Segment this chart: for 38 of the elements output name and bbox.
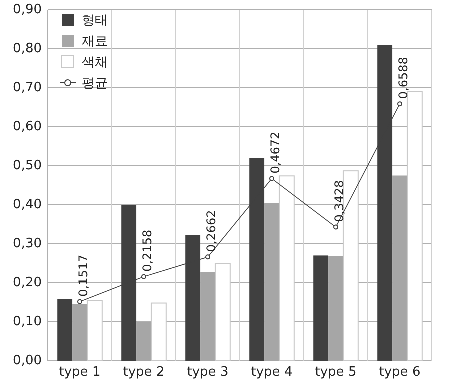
bar [150,302,167,362]
point [270,176,274,182]
y-tick-label: 0,10 [13,314,42,330]
data-label: 0,6588 [396,57,410,100]
y-tick-label: 0,90 [13,2,42,18]
legend-label: 재료 [82,34,108,50]
legend-label: 평균 [82,76,108,92]
point [78,299,82,304]
point [142,274,146,280]
y-tick-label: 0,40 [13,198,42,213]
x-tick-label: type 6 [379,365,421,380]
x-tick-label: type 5 [315,365,357,380]
x-tick-label: type 2 [123,365,165,380]
y-tick-label: 0,00 [13,354,42,369]
point [398,102,402,107]
y-tick-label: 0,80 [13,42,42,57]
data-label: 0,3428 [332,180,346,222]
x-tick-label: type 4 [251,365,293,380]
legend-label: 형태 [82,14,108,29]
legend-label: 색채 [82,56,108,71]
bar [58,299,73,361]
data-label: 0,4672 [268,132,282,174]
data-label: 0,1517 [76,254,90,297]
point [206,254,210,260]
y-tick-label: 0,30 [13,236,42,252]
bar [214,263,231,362]
y-tick-label: 0,20 [13,276,42,291]
x-tick-label: type 3 [187,365,229,380]
bar [86,300,103,362]
data-label: 0,2158 [140,230,154,272]
data-label: 0,2662 [204,210,218,252]
bar [278,176,295,362]
x-tick-label: type 1 [59,365,101,380]
bar [314,256,329,361]
y-tick-label: 0,50 [13,158,42,174]
y-tick-label: 0,60 [13,120,42,135]
point [334,224,338,230]
y-tick-label: 0,70 [13,80,42,96]
